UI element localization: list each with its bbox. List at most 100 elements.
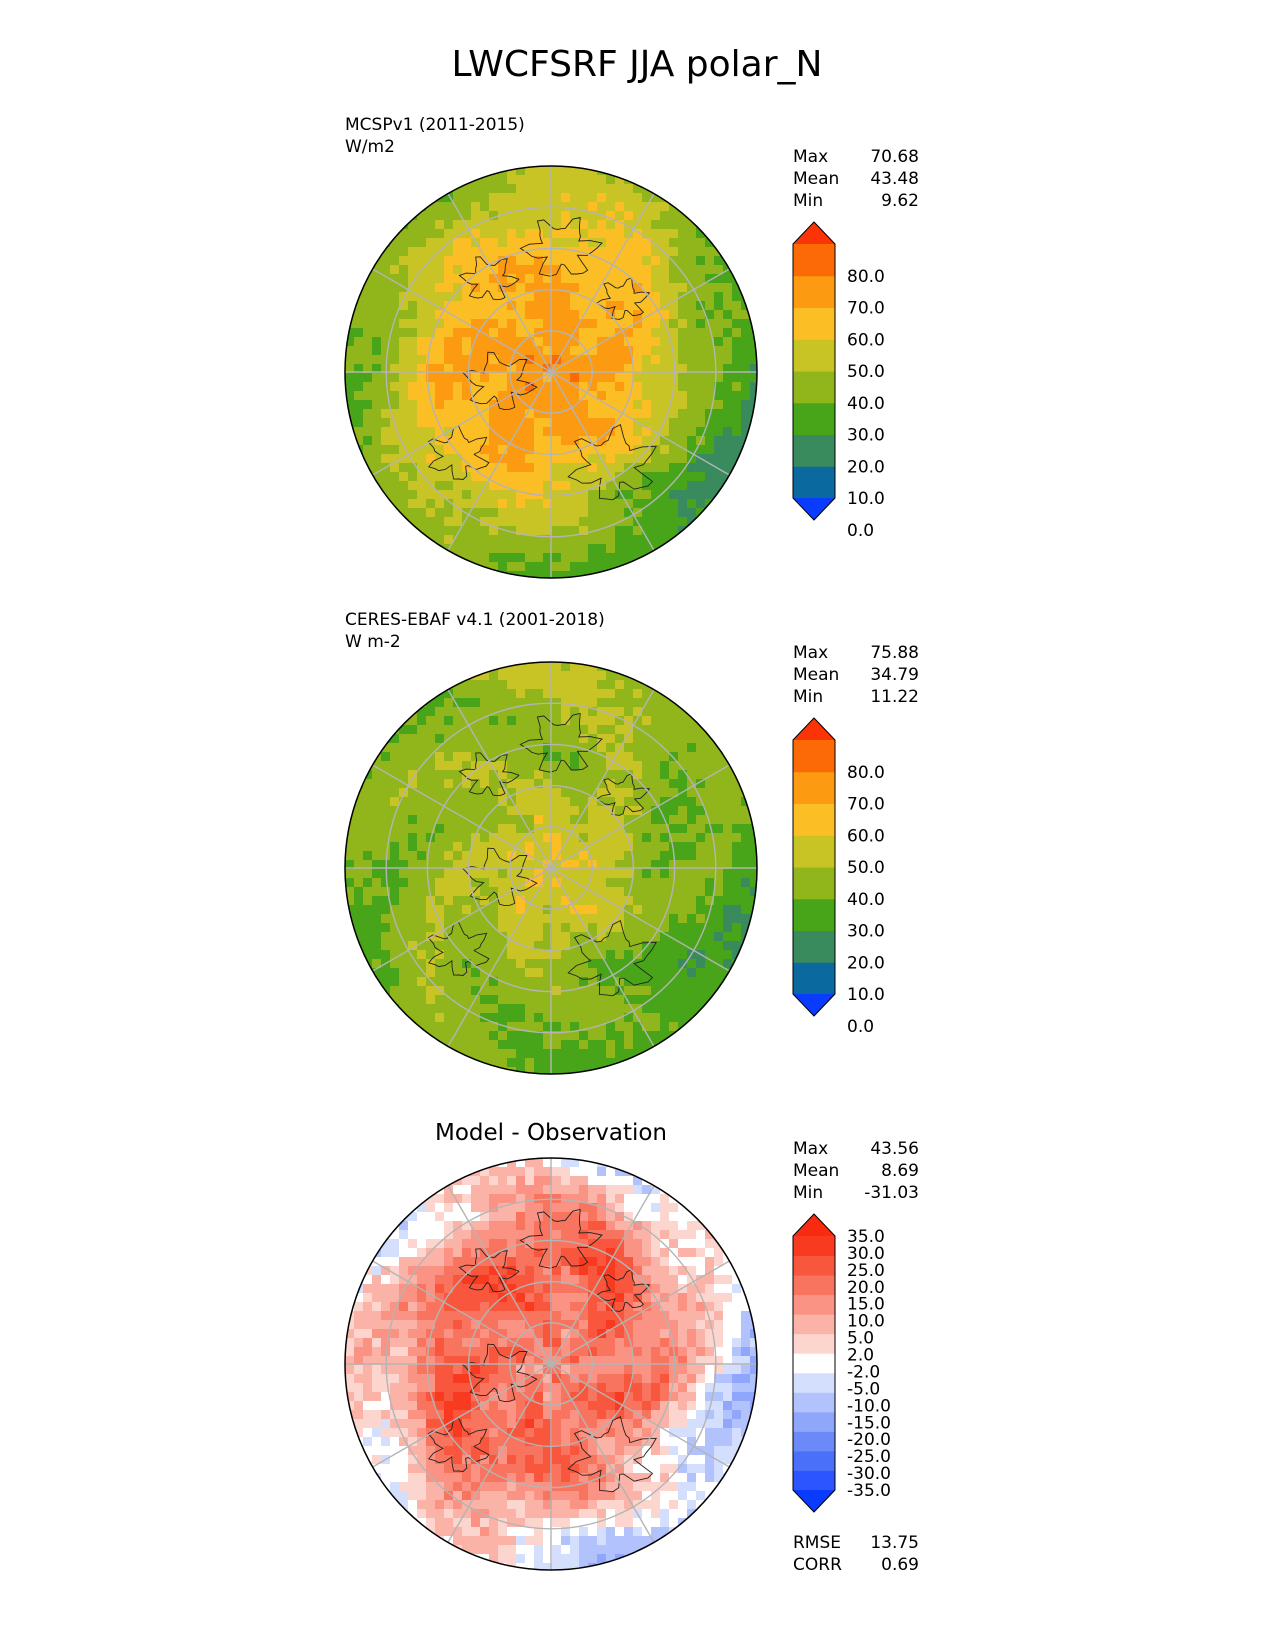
colorbar-bin	[793, 275, 835, 308]
panel-model-colorbar: 80.0 70.0 60.0 50.0 40.0 30.0 20.0 10.0 0.0	[792, 221, 885, 541]
colorbar-extend-min	[793, 994, 835, 1016]
colorbar-tick-label: 20.0	[847, 1278, 885, 1298]
stat-value: 11.22	[870, 687, 919, 707]
colorbar-bin	[793, 1314, 835, 1335]
graticule	[345, 1158, 757, 1570]
stat-label: Max	[793, 147, 828, 167]
panel-obs-units: W m-2	[345, 632, 401, 652]
stat-value: 75.88	[870, 643, 919, 663]
colorbar-tick-label: 70.0	[847, 299, 885, 319]
colorbar-tick-label: 40.0	[847, 394, 885, 414]
colorbar-tick-label: -25.0	[847, 1447, 891, 1467]
stat-value: 43.56	[870, 1139, 919, 1159]
stat-label: Max	[793, 643, 828, 663]
figure-title: LWCFSRF JJA polar_N	[452, 44, 823, 85]
colorbar-tick-label: 10.0	[847, 1312, 885, 1332]
colorbar-tick-label: 30.0	[847, 922, 885, 942]
colorbar-bin	[793, 1275, 835, 1296]
panel-obs-map	[344, 661, 758, 1075]
colorbar-tick-label: 35.0	[847, 1227, 885, 1247]
colorbar-bin	[793, 466, 835, 499]
colorbar-tick-label: 70.0	[847, 795, 885, 815]
colorbar-outline	[792, 221, 836, 521]
panel-diff-map	[344, 1157, 758, 1571]
panel-diff-colorbar: 35.030.025.020.015.010.05.02.0-2.0-5.0-1…	[792, 1213, 891, 1513]
stat-value: 34.79	[870, 665, 919, 685]
panel-model-stats: Max 70.68 Mean 43.48 Min 9.62	[793, 147, 919, 211]
colorbar-extend-max	[793, 718, 835, 740]
colorbar-tick-label: 5.0	[847, 1329, 874, 1349]
panel-obs-name: CERES-EBAF v4.1 (2001-2018)	[345, 610, 605, 630]
colorbar-tick-label: 60.0	[847, 826, 885, 846]
panel-model-name: MCSPv1 (2011-2015)	[345, 115, 525, 135]
map-boundary	[344, 1157, 758, 1571]
colorbar-outline	[792, 717, 836, 1017]
metric-label: CORR	[793, 1555, 842, 1575]
metric-value: 13.75	[870, 1533, 919, 1553]
colorbar-extend-min	[793, 498, 835, 520]
panel-diff-stats: Max 43.56 Mean 8.69 Min -31.03	[793, 1139, 919, 1203]
metric-label: RMSE	[793, 1533, 841, 1553]
colorbar-outline	[792, 1213, 836, 1513]
coastlines	[427, 1208, 658, 1493]
colorbar-bin	[793, 244, 835, 277]
colorbar-tick-label: 30.0	[847, 1244, 885, 1264]
colorbar-tick-label: 20.0	[847, 953, 885, 973]
colorbar-tick-label: 10.0	[847, 489, 885, 509]
colorbar-extend-max	[793, 1214, 835, 1236]
stat-value: 43.48	[870, 169, 919, 189]
colorbar-tick-label: 80.0	[847, 267, 885, 287]
colorbar-bin	[793, 339, 835, 372]
colorbar-bin	[793, 1353, 835, 1374]
colorbar-bin	[793, 1372, 835, 1393]
colorbar-tick-label: 0.0	[847, 1017, 874, 1037]
panel-diff: Model - Observation Max 43.56 Mean 8.69 Min -…	[344, 1120, 919, 1575]
colorbar-bin	[793, 1294, 835, 1315]
map-boundary	[344, 165, 758, 579]
colorbar-tick-label: 0.0	[847, 521, 874, 541]
colorbar-tick-label: 15.0	[847, 1295, 885, 1315]
colorbar-tick-label: -2.0	[847, 1362, 880, 1382]
stat-label: Min	[793, 191, 823, 211]
coastlines	[427, 712, 658, 997]
colorbar-bin	[793, 434, 835, 467]
stat-label: Min	[793, 1183, 823, 1203]
panel-model-map	[344, 165, 758, 579]
colorbar-tick-label: -35.0	[847, 1481, 891, 1501]
metric-value: 0.69	[881, 1555, 919, 1575]
panel-diff-title: Model - Observation	[435, 1120, 667, 1146]
stat-label: Min	[793, 687, 823, 707]
colorbar-bin	[793, 771, 835, 804]
stat-label: Mean	[793, 169, 839, 189]
colorbar-bin	[793, 1333, 835, 1354]
colorbar-tick-label: 40.0	[847, 890, 885, 910]
colorbar-tick-label: -10.0	[847, 1396, 891, 1416]
colorbar-bin	[793, 402, 835, 435]
colorbar-tick-label: 60.0	[847, 330, 885, 350]
colorbar-tick-label: 2.0	[847, 1346, 874, 1366]
colorbar-tick-label: 30.0	[847, 426, 885, 446]
colorbar-bin	[793, 803, 835, 836]
colorbar-bin	[793, 740, 835, 773]
graticule	[345, 662, 757, 1074]
colorbar-bin	[793, 1392, 835, 1413]
stat-value: 8.69	[881, 1161, 919, 1181]
colorbar-bin	[793, 1236, 835, 1257]
coastlines	[427, 216, 658, 501]
colorbar-tick-label: -5.0	[847, 1379, 880, 1399]
colorbar-tick-label: 10.0	[847, 985, 885, 1005]
map-boundary	[344, 661, 758, 1075]
colorbar-tick-label: 20.0	[847, 457, 885, 477]
colorbar-bin	[793, 930, 835, 963]
colorbar-bin	[793, 867, 835, 900]
colorbar-bin	[793, 898, 835, 931]
colorbar-bin	[793, 1470, 835, 1491]
stat-label: Max	[793, 1139, 828, 1159]
stat-label: Mean	[793, 1161, 839, 1181]
colorbar-tick-label: 50.0	[847, 362, 885, 382]
colorbar-extend-min	[793, 1490, 835, 1512]
colorbar-tick-label: -15.0	[847, 1413, 891, 1433]
panel-obs-colorbar: 80.0 70.0 60.0 50.0 40.0 30.0 20.0 10.0 0.0	[792, 717, 885, 1037]
colorbar-bin	[793, 1255, 835, 1276]
